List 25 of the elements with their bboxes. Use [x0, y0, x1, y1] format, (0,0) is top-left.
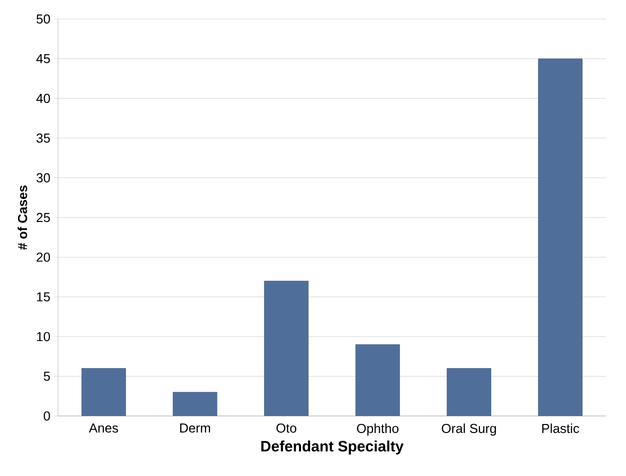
- y-tick-label: 0: [44, 411, 50, 421]
- y-axis-title: # of Cases: [18, 186, 28, 250]
- y-tick-label: 15: [37, 292, 50, 302]
- bar: [355, 344, 400, 416]
- y-tick-label: 45: [36, 54, 50, 64]
- x-tick-label: Oral Surg: [442, 424, 496, 436]
- x-tick-label: Oto: [276, 424, 296, 433]
- x-tick-label: Ophtho: [356, 424, 398, 436]
- y-tick-label: 30: [36, 173, 50, 182]
- y-tick-label: 35: [36, 133, 50, 143]
- x-axis-title: Defendant Specialty: [261, 440, 404, 454]
- bar: [172, 392, 218, 416]
- bar: [446, 368, 492, 416]
- y-tick-label: 5: [44, 372, 50, 381]
- bar: [81, 368, 126, 416]
- y-tick-label: 25: [36, 212, 50, 222]
- x-tick-label: Plastic: [542, 424, 580, 434]
- x-tick-label: Derm: [180, 424, 210, 433]
- bar: [264, 280, 309, 416]
- y-tick-label: 20: [36, 252, 50, 262]
- bar: [538, 58, 583, 416]
- y-tick-label: 50: [36, 14, 50, 24]
- x-tick-label: Anes: [88, 424, 118, 433]
- y-tick-label: 10: [37, 332, 50, 342]
- y-tick-label: 40: [36, 94, 50, 103]
